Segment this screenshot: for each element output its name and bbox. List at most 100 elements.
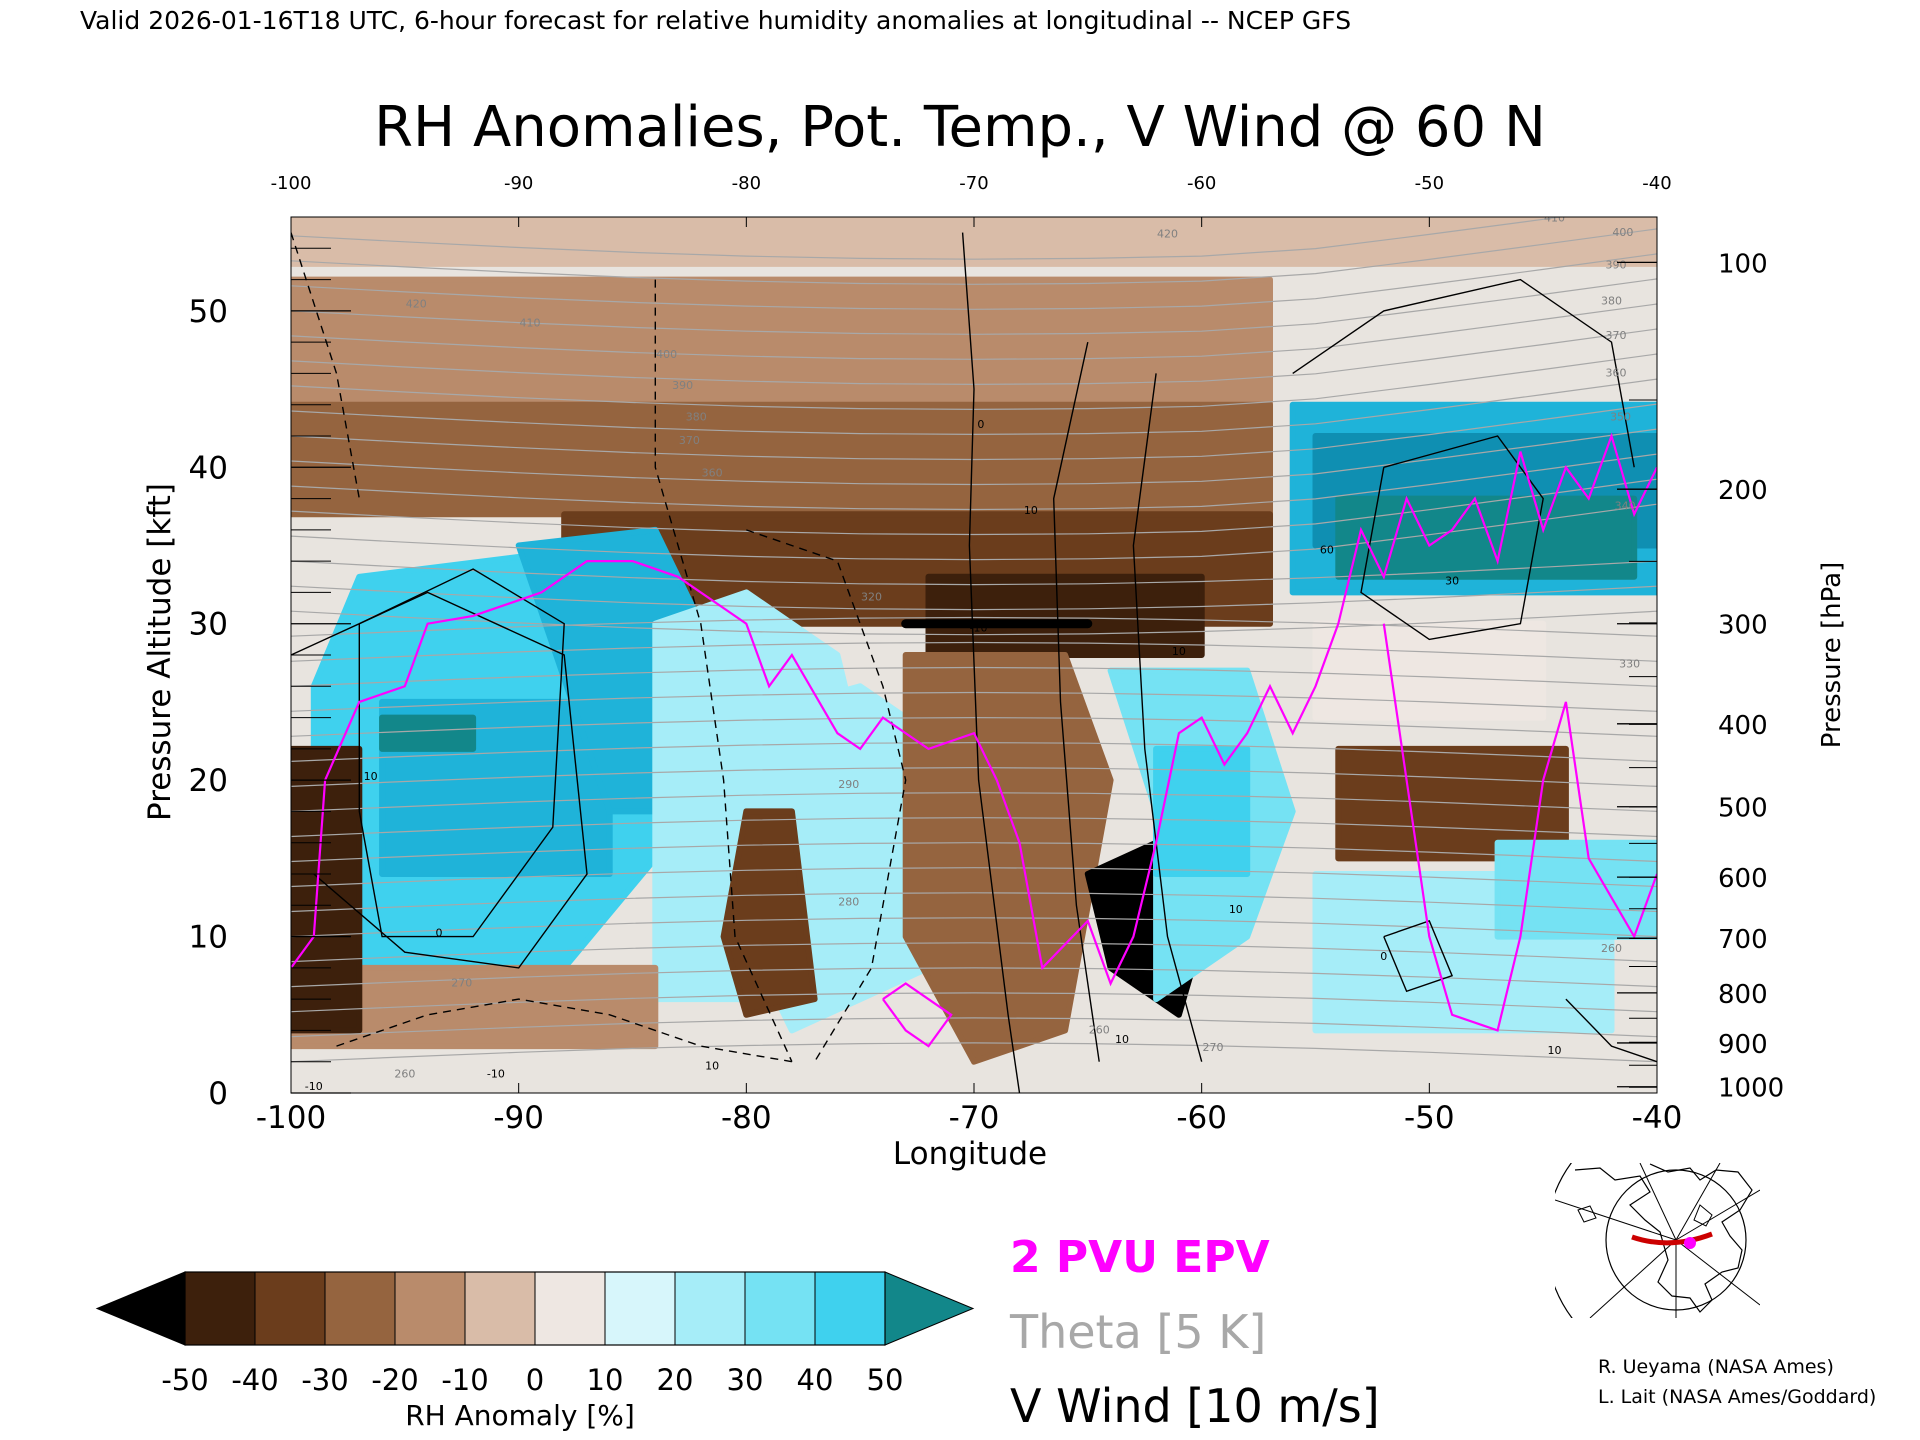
rh-anomaly-region <box>1335 495 1638 580</box>
vwind-contour-line <box>1132 373 1203 1062</box>
vwind-contour-line <box>1360 435 1544 641</box>
theta-label: 260 <box>1601 942 1622 955</box>
theta-label: 290 <box>838 778 859 791</box>
vwind-label: -10 <box>305 1080 323 1093</box>
colorbar-tick-label: 40 <box>797 1363 834 1397</box>
theta-contour-line <box>291 503 1657 561</box>
axes: -100-100-90-90-80-80-70-70-60-60-50-50-4… <box>189 173 1785 1136</box>
theta-contour-line <box>291 967 1657 988</box>
theta-contour-line <box>291 253 1657 310</box>
vwind-label: 30 <box>1445 575 1459 588</box>
vwind-contour-line <box>654 279 793 1062</box>
theta-contour-line <box>291 867 1657 888</box>
theta-contour-line <box>291 1042 1657 1063</box>
rh-anomaly-region <box>1312 620 1547 721</box>
epv-2pvu-line <box>882 982 953 1048</box>
y-tick-label: 0 <box>208 1076 228 1112</box>
theta-label: 400 <box>656 348 677 361</box>
colorbar-tick-label: 50 <box>867 1363 904 1397</box>
vwind-contour-line <box>1565 998 1657 1063</box>
vwind-label: 10 <box>1229 903 1243 916</box>
epv-2pvu-line <box>291 432 1657 987</box>
colorbar-segment <box>605 1272 675 1345</box>
map-meridian <box>1555 1199 1677 1241</box>
vwind-label: 10 <box>1115 1033 1129 1046</box>
theta-label: 400 <box>1612 226 1633 239</box>
pressure-tick-label: 700 <box>1718 925 1768 955</box>
theta-contour-line <box>291 217 1565 260</box>
colorbar-high-triangle <box>884 1271 975 1346</box>
rh-anomaly-region <box>291 745 363 1034</box>
theta-contour-line <box>291 691 1657 712</box>
vwind-label: -10 <box>970 622 988 635</box>
theta-label: 370 <box>1606 329 1627 342</box>
colorbar-tick-label: -40 <box>231 1363 278 1397</box>
vwind-label: 10 <box>705 1060 719 1073</box>
theta-contour-line <box>291 303 1657 360</box>
theta-label: 380 <box>1601 295 1622 308</box>
colorbar-segment <box>815 1272 885 1345</box>
theta-contour-line <box>291 278 1657 335</box>
map-coastline <box>1574 1163 1753 1313</box>
vwind-contour-line <box>1383 920 1454 993</box>
theta-contour-labels: 420 410 400 390 380 370 360 320 290 280 270 260 260 2… <box>394 217 1640 1080</box>
x-tick-label: -70 <box>949 1100 1000 1136</box>
colorbar-frame <box>184 1271 886 1346</box>
colorbar-tick-label: -50 <box>161 1363 208 1397</box>
chart-title: RH Anomalies, Pot. Temp., V Wind @ 60 N <box>374 95 1546 160</box>
theta-label: 420 <box>406 298 427 311</box>
colorbar-tick-label: 20 <box>657 1363 694 1397</box>
vwind-contour-line <box>358 568 565 938</box>
theta-label: 260 <box>1089 1024 1110 1037</box>
map-coastline <box>1693 1204 1713 1227</box>
map-meridian <box>1639 1163 1677 1241</box>
theta-contour-line <box>291 716 1657 737</box>
pressure-tick-label: 300 <box>1718 611 1768 641</box>
pressure-tick-label: 1000 <box>1718 1074 1784 1104</box>
legend-vwind: V Wind [10 m/s] <box>1010 1379 1380 1433</box>
theta-contour-line <box>291 992 1657 1013</box>
theta-label: 420 <box>1157 227 1178 240</box>
vwind-label: 60 <box>1320 543 1334 556</box>
x-tick-label: -40 <box>1632 1100 1683 1136</box>
theta-contour-line <box>291 817 1657 838</box>
rh-anomaly-region <box>1153 745 1251 877</box>
colorbar: -50 -40 -30 -20 -10 0 10 20 30 40 50 <box>95 1271 975 1397</box>
colorbar-tick-label: -20 <box>371 1363 418 1397</box>
theta-contour-line <box>291 560 1657 586</box>
theta-label: 390 <box>1606 259 1627 272</box>
pressure-tick-label: 200 <box>1718 476 1768 506</box>
theta-contour-line <box>291 641 1657 662</box>
pressure-tick-label: 900 <box>1718 1030 1768 1060</box>
x-tick-label-top: -70 <box>959 173 988 194</box>
plot-area: 420 410 400 390 380 370 360 320 290 280 270 260 260 2… <box>290 216 1658 1094</box>
vwind-label: -10 <box>487 1067 505 1080</box>
map-coastline <box>1577 1205 1597 1223</box>
vwind-contour-line <box>291 591 588 969</box>
epv-contour <box>291 432 1657 1048</box>
pressure-axis-label: Pressure [hPa] <box>1817 562 1847 749</box>
vwind-label: 10 <box>364 770 378 783</box>
vwind-label: 10 <box>1024 504 1038 517</box>
x-axis-label: Longitude <box>893 1136 1047 1172</box>
vwind-contour-line <box>746 529 907 1063</box>
colorbar-tick-label: 0 <box>526 1363 544 1397</box>
theta-label: 360 <box>702 467 723 480</box>
vwind-contour-labels: 0 -10 10 10 10 10 0 10 -10 -10 10 0 30 60 10 <box>305 418 1562 1093</box>
rh-anomaly-region <box>902 652 1114 1065</box>
vwind-contour-line <box>961 232 1021 1093</box>
y-tick-label: 50 <box>189 294 228 330</box>
x-tick-label: -100 <box>256 1100 326 1136</box>
rh-anomaly-region <box>291 276 1273 424</box>
x-tick-label-top: -90 <box>504 173 533 194</box>
theta-contour-line <box>291 1017 1657 1038</box>
pressure-tick-label: 400 <box>1718 711 1768 741</box>
colorbar-segment <box>745 1272 815 1345</box>
x-tick-label-top: -40 <box>1642 173 1671 194</box>
inset-map <box>1555 1163 1760 1318</box>
pressure-tick-label: 100 <box>1718 249 1768 279</box>
theta-label: 340 <box>1615 500 1636 513</box>
theta-label: 270 <box>451 977 472 990</box>
pressure-tick-label: 600 <box>1718 864 1768 894</box>
y-axis-label: Pressure Altitude [kft] <box>142 483 178 821</box>
